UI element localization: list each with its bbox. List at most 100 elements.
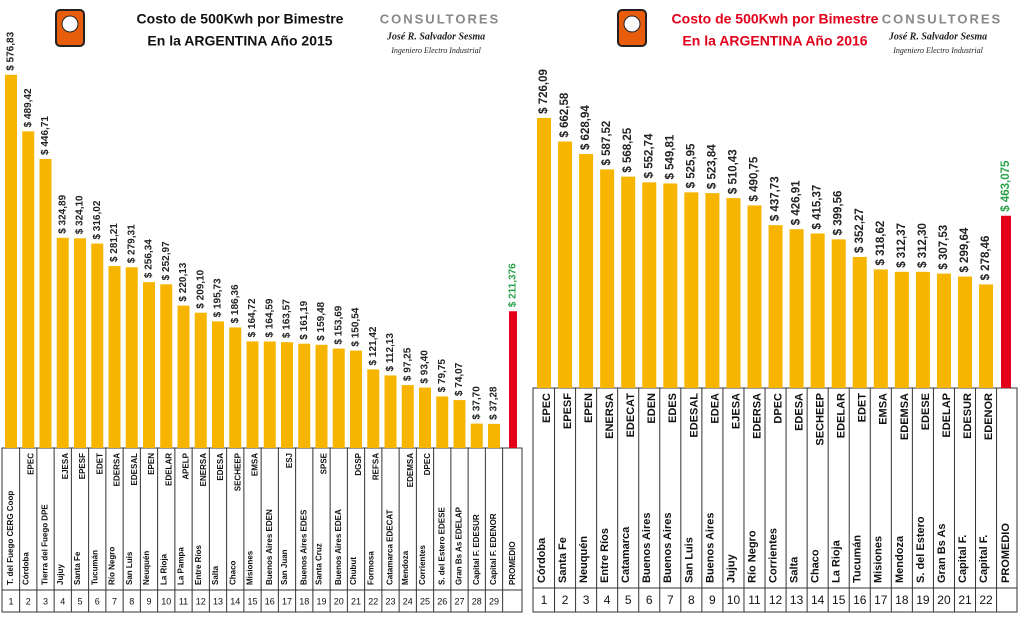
value-label: $ 299,64 [959, 227, 971, 272]
company-label: EPESF [562, 393, 574, 429]
rank-label: 4 [60, 596, 65, 606]
rank-label: 5 [77, 596, 82, 606]
table [1, 447, 523, 613]
bar [747, 205, 762, 388]
bar [768, 225, 783, 388]
value-label: $ 150,54 [351, 307, 362, 346]
chart-title: Costo de 500Kwh por Bimestre [137, 11, 344, 27]
category-label: Jujuy [725, 553, 737, 583]
company-label: REFSA [371, 453, 380, 480]
category-label: Chaco [810, 549, 822, 583]
company-label: EMSA [878, 393, 890, 425]
chart-title: Costo de 500Kwh por Bimestre [672, 11, 879, 27]
role: Ingeniero Electro Industrial [892, 46, 983, 55]
rank-label: 14 [811, 593, 825, 607]
category-label: Tucumán [90, 550, 99, 585]
value-label: $ 159,48 [316, 301, 327, 340]
value-label: $ 352,27 [854, 208, 866, 253]
rank-label: 13 [790, 593, 804, 607]
value-label: $ 281,21 [109, 223, 120, 262]
company-label: DGSP [354, 452, 363, 475]
author: José R. Salvador Sesma [386, 31, 485, 42]
value-label: $ 662,58 [559, 92, 571, 137]
category-label: Tucumán [852, 535, 864, 583]
category-label: Buenos Aires EDEN [265, 509, 274, 585]
rank-label: 17 [282, 596, 292, 606]
bar [229, 327, 242, 448]
category-label: Río Negro [108, 547, 117, 585]
company-label: EDESAL [688, 393, 700, 438]
bar [579, 154, 594, 388]
rank-label: 9 [709, 593, 716, 607]
company-label: ENERSA [199, 453, 208, 487]
consultant: CONSULTORES [380, 11, 500, 26]
average-bar [509, 311, 517, 448]
bar [315, 344, 328, 448]
bar [915, 271, 930, 388]
bar [401, 385, 414, 448]
value-label: $ 112,13 [385, 333, 396, 372]
value-label: $ 568,25 [622, 127, 634, 172]
rank-label: 21 [958, 593, 972, 607]
bar [852, 256, 867, 388]
company-label: EDELAR [164, 453, 173, 486]
bar [810, 233, 825, 388]
rank-label: 11 [179, 596, 188, 606]
category-label: San Luis [683, 537, 695, 583]
company-label: SECHEEP [233, 452, 242, 491]
category-label: Corrientes [767, 528, 779, 583]
category-label: Salta [789, 556, 801, 583]
company-label: EJESA [730, 393, 742, 429]
company-label: EPEC [541, 393, 553, 423]
category-label: La Rioja [159, 553, 168, 585]
category-label: Buenos Aires [662, 512, 674, 583]
value-label: $ 312,37 [896, 223, 908, 268]
value-label: $ 256,34 [144, 239, 155, 278]
company-label: EDEN [646, 393, 658, 424]
bar [958, 276, 972, 388]
rank-label: 28 [472, 596, 482, 606]
value-label: $ 37,28 [489, 386, 500, 420]
category-label: Río Negro [746, 530, 758, 583]
company-label: EPESF [78, 453, 87, 479]
company-label: APELP [182, 452, 191, 479]
company-label: EDEA [709, 393, 721, 424]
company-label: EDERSA [113, 453, 122, 487]
value-label: $ 489,42 [23, 88, 34, 127]
company-label: EDET [95, 453, 104, 474]
value-label: $ 316,02 [92, 200, 103, 239]
value-label: $ 426,91 [791, 180, 803, 225]
value-label: $ 726,09 [538, 69, 550, 114]
bar [212, 321, 224, 448]
rank-label: 1 [541, 593, 548, 607]
bar [705, 193, 720, 388]
value-label: $ 153,69 [333, 305, 344, 344]
value-label: $ 279,31 [126, 224, 137, 263]
rank-label: 7 [667, 593, 674, 607]
value-label: $ 278,46 [980, 236, 992, 281]
bar [5, 74, 17, 449]
rank-label: 12 [196, 596, 206, 606]
rank-label: 25 [420, 596, 430, 606]
rank-label: 14 [230, 596, 240, 606]
company-label: EPEN [147, 453, 156, 475]
value-label: $ 161,19 [299, 300, 310, 339]
average-value-label: $ 211,376 [508, 263, 519, 307]
rank-label: 22 [368, 596, 378, 606]
company-label: EJESA [61, 453, 70, 479]
category-label: Buenos Aires [641, 512, 653, 583]
category-label: Santa Fe [557, 537, 569, 583]
rank-label: 8 [688, 593, 695, 607]
rank-label: 21 [351, 596, 361, 606]
category-label: Santa Fe [73, 551, 82, 585]
category-label: La Rioja [831, 539, 843, 583]
company-label: EDESA [216, 453, 225, 481]
category-label: Corrientes [418, 544, 427, 585]
company-label: EDEMSA [899, 393, 911, 440]
rank-label: 17 [874, 593, 888, 607]
company-label: EDES [667, 393, 679, 423]
value-label: $ 525,95 [685, 143, 697, 188]
value-label: $ 93,40 [420, 350, 431, 384]
value-label: $ 164,72 [247, 298, 258, 337]
company-label: EDET [857, 393, 869, 423]
